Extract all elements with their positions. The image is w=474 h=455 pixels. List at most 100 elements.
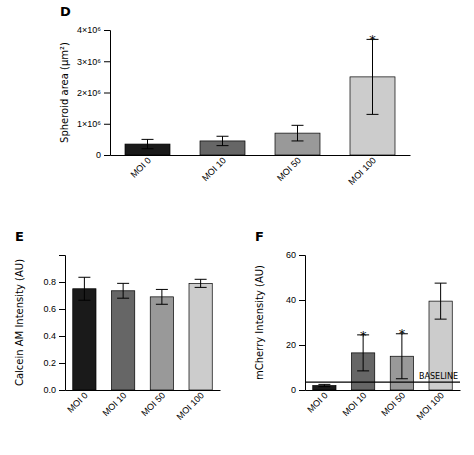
- y-tick: 0.0: [43, 385, 65, 395]
- x-axis: MOI 0 MOI 10 MOI 50 MOI 100: [111, 155, 411, 186]
- plot-area: [73, 277, 213, 390]
- y-tick-label: 0: [291, 385, 296, 395]
- panel: E0.00.20.40.60.8MOI 0MOI 10MOI 50MOI 100…: [14, 229, 221, 422]
- y-tick-label: 60: [286, 250, 296, 260]
- error-bar: [156, 289, 168, 304]
- error-bar-cap: [78, 300, 90, 301]
- y-tick: 0.8: [43, 277, 65, 287]
- y-axis-line: [59, 256, 66, 391]
- x-tick: MOI 100: [175, 390, 206, 421]
- annotation: *: [360, 328, 367, 343]
- y-tick-mark: [59, 309, 65, 310]
- figure: D01×10⁶2×10⁶3×10⁶4×10⁶MOI 0MOI 10MOI 50M…: [0, 0, 474, 455]
- error-bar-cap: [217, 136, 229, 137]
- y-tick: 0.6: [43, 304, 65, 314]
- y-tick-label: 0.4: [43, 331, 56, 341]
- y-tick-label: 20: [286, 340, 296, 350]
- x-tick-label: MOI 100: [415, 390, 446, 421]
- x-tick: MOI 50: [139, 390, 167, 418]
- error-bar-stem: [84, 277, 85, 300]
- error-bar: [217, 136, 229, 145]
- error-bar: [367, 39, 379, 114]
- y-tick: 0: [96, 150, 110, 160]
- y-tick-label: 2×10⁶: [77, 88, 101, 98]
- error-bar-cap: [156, 304, 168, 305]
- x-axis: MOI 0MOI 10MOI 50MOI 100: [65, 390, 220, 421]
- x-tick-label: MOI 50: [379, 390, 407, 418]
- error-bar-cap: [435, 283, 447, 284]
- x-tick: MOI 10: [200, 155, 228, 183]
- plot-area: [125, 39, 395, 155]
- y-tick-mark: [59, 363, 65, 364]
- y-tick-mark: [104, 61, 110, 62]
- x-tick: MOI 100: [415, 390, 446, 421]
- x-tick: MOI 50: [379, 390, 407, 418]
- error-bar-stem: [147, 139, 148, 148]
- plot-area: [305, 283, 460, 390]
- bar: [150, 297, 173, 390]
- y-tick: 3×10⁶: [77, 57, 110, 67]
- bar: [313, 386, 336, 391]
- error-bar-cap: [156, 289, 168, 290]
- x-tick: MOI 0: [305, 390, 329, 414]
- x-tick: MOI 0: [129, 155, 153, 179]
- y-axis-line: [299, 256, 306, 391]
- x-tick-label: MOI 10: [200, 155, 228, 183]
- error-bar-stem: [123, 283, 124, 298]
- x-tick-label: MOI 100: [175, 390, 206, 421]
- y-axis: 0 20 40 60: [286, 250, 306, 395]
- y-tick-label: 0.0: [43, 385, 56, 395]
- y-tick-label: 0: [96, 150, 101, 160]
- y-tick: 20: [286, 340, 305, 350]
- annotation: *: [369, 32, 376, 47]
- y-tick: 1×10⁶: [77, 119, 110, 129]
- error-bar-cap: [357, 370, 369, 371]
- error-bar-cap: [396, 378, 408, 379]
- error-bar: [142, 139, 154, 148]
- error-bar: [195, 279, 207, 287]
- x-tick-label: MOI 0: [65, 390, 89, 414]
- error-bar-stem: [440, 283, 441, 319]
- y-tick-mark: [104, 93, 110, 94]
- y-axis: 0.00.20.40.60.8: [43, 256, 65, 396]
- y-tick-label: 40: [286, 295, 296, 305]
- x-axis-line: [111, 155, 411, 156]
- error-bar-cap: [435, 319, 447, 320]
- y-tick: 0: [291, 385, 305, 395]
- y-tick: 4×10⁶: [77, 25, 110, 35]
- error-bar-cap: [217, 145, 229, 146]
- error-bar-stem: [372, 39, 373, 114]
- y-tick-mark: [299, 255, 305, 256]
- y-tick-mark: [59, 336, 65, 337]
- error-bar: [292, 125, 304, 141]
- y-tick-mark: [104, 30, 110, 31]
- error-bar-stem: [200, 279, 201, 287]
- y-tick-label: 4×10⁶: [77, 25, 101, 35]
- panel: D01×10⁶2×10⁶3×10⁶4×10⁶MOI 0MOI 10MOI 50M…: [59, 4, 411, 187]
- error-bar-cap: [292, 140, 304, 141]
- reference-line: [305, 382, 460, 383]
- y-tick: 60: [286, 250, 305, 260]
- error-bar-cap: [142, 148, 154, 149]
- reference-line-label: BASELINE: [419, 372, 458, 381]
- error-bar: [78, 277, 90, 300]
- x-tick: MOI 100: [346, 155, 377, 186]
- y-tick-label: 3×10⁶: [77, 57, 101, 67]
- error-bar-cap: [142, 139, 154, 140]
- y-tick: 0.4: [43, 331, 65, 341]
- y-axis: 0 1×10⁶ 2×10⁶ 3×10⁶ 4×10⁶: [77, 25, 110, 160]
- x-tick-label: MOI 50: [275, 155, 303, 183]
- y-tick-mark: [104, 124, 110, 125]
- x-tick: MOI 10: [341, 390, 369, 418]
- y-tick-mark: [59, 282, 65, 283]
- error-bar-cap: [195, 279, 207, 280]
- error-bar-cap: [292, 125, 304, 126]
- error-bar-cap: [318, 384, 330, 385]
- title: E: [15, 229, 24, 244]
- x-tick-label: MOI 10: [341, 390, 369, 418]
- x-tick-label: MOI 0: [305, 390, 329, 414]
- y-axis-label: Spheroid area (µm²): [59, 42, 70, 143]
- error-bar: [117, 283, 129, 298]
- y-tick: 40: [286, 295, 305, 305]
- x-tick-label: MOI 50: [139, 390, 167, 418]
